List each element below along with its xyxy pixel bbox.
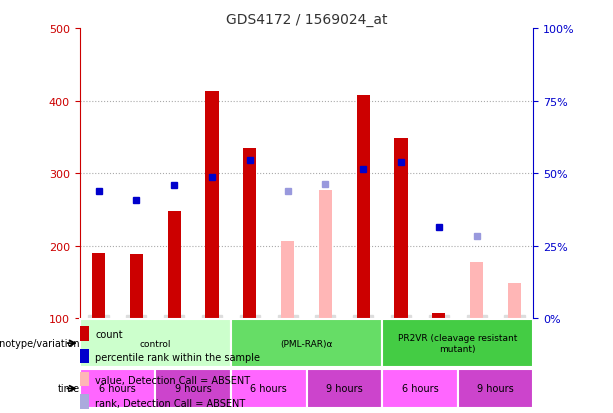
- Text: genotype/variation: genotype/variation: [0, 338, 80, 348]
- Bar: [281, 241, 294, 318]
- Text: 9 hours: 9 hours: [175, 384, 211, 394]
- Bar: [470, 263, 483, 318]
- FancyBboxPatch shape: [155, 369, 231, 408]
- Text: 6 hours: 6 hours: [250, 384, 287, 394]
- FancyBboxPatch shape: [80, 319, 231, 367]
- Text: 9 hours: 9 hours: [477, 384, 514, 394]
- FancyBboxPatch shape: [231, 369, 306, 408]
- FancyBboxPatch shape: [306, 369, 382, 408]
- Text: value, Detection Call = ABSENT: value, Detection Call = ABSENT: [95, 375, 250, 385]
- Text: percentile rank within the sample: percentile rank within the sample: [95, 352, 260, 362]
- Text: control: control: [140, 339, 171, 348]
- Bar: [432, 313, 446, 318]
- Bar: [130, 255, 143, 318]
- Bar: [243, 148, 256, 318]
- FancyBboxPatch shape: [231, 319, 382, 367]
- Text: (PML-RAR)α: (PML-RAR)α: [280, 339, 333, 348]
- Text: 9 hours: 9 hours: [326, 384, 363, 394]
- Bar: [319, 190, 332, 318]
- Text: PR2VR (cleavage resistant
mutant): PR2VR (cleavage resistant mutant): [398, 334, 517, 353]
- Bar: [167, 211, 181, 318]
- FancyBboxPatch shape: [80, 369, 155, 408]
- Bar: [394, 139, 408, 318]
- Text: 6 hours: 6 hours: [402, 384, 438, 394]
- Bar: [357, 95, 370, 318]
- Bar: [205, 92, 219, 318]
- Text: rank, Detection Call = ABSENT: rank, Detection Call = ABSENT: [95, 398, 245, 408]
- Text: time: time: [58, 384, 80, 394]
- Bar: [508, 284, 521, 318]
- FancyBboxPatch shape: [382, 319, 533, 367]
- Bar: [92, 253, 105, 318]
- FancyBboxPatch shape: [458, 369, 533, 408]
- FancyBboxPatch shape: [382, 369, 458, 408]
- Title: GDS4172 / 1569024_at: GDS4172 / 1569024_at: [226, 12, 387, 26]
- Text: count: count: [95, 330, 123, 339]
- Text: 6 hours: 6 hours: [99, 384, 136, 394]
